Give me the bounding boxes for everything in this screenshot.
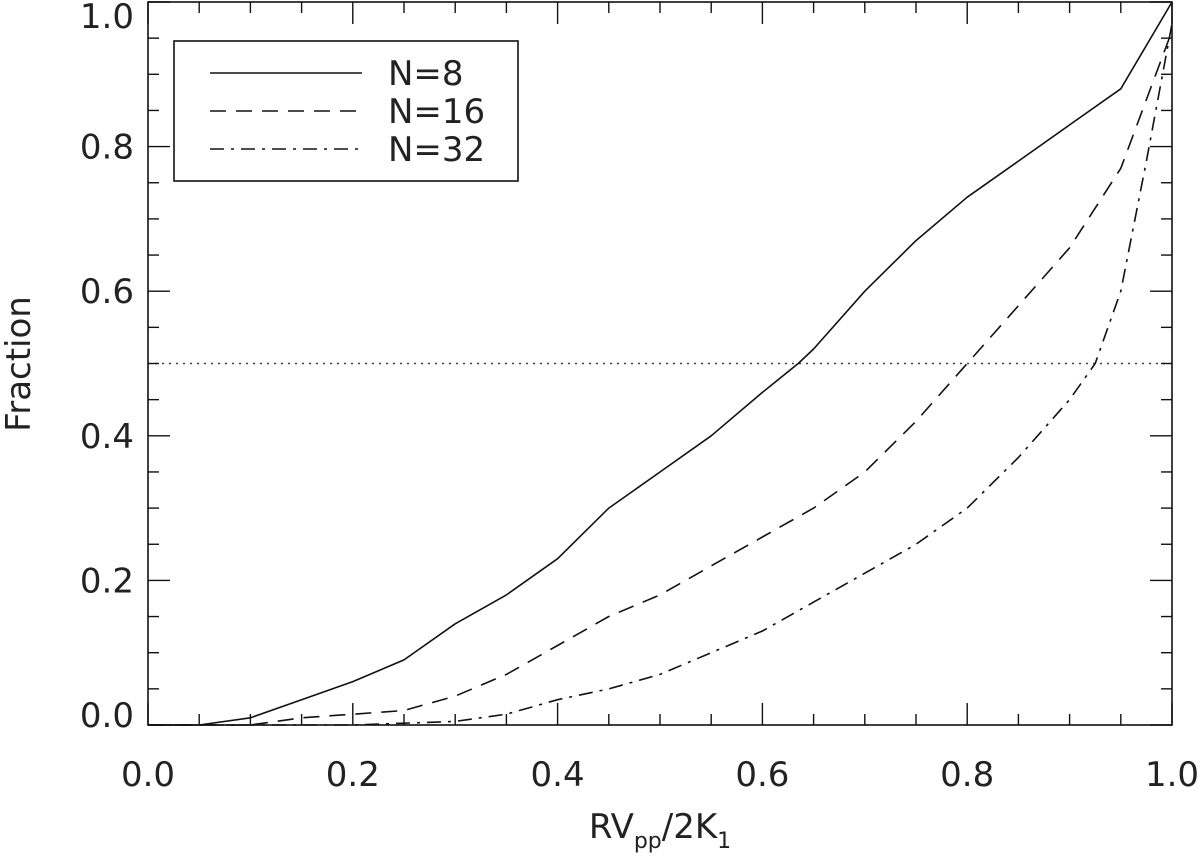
series-line-3 bbox=[148, 23, 1173, 726]
x-axis-title-sub: pp bbox=[634, 829, 662, 854]
axis-labels: Fraction RVpp/2K1 bbox=[0, 296, 731, 854]
x-axis-title-sub2: 1 bbox=[717, 829, 731, 854]
x-tick-label: 0.4 bbox=[531, 755, 585, 795]
x-axis-title: RVpp/2K1 bbox=[589, 807, 731, 854]
x-tick-label: 0.2 bbox=[326, 755, 380, 795]
legend: N=8N=16N=32 bbox=[173, 40, 519, 182]
axes: 0.0 0.2 0.4 0.6 0.8 1.0 0.0 0.2 0.4 0.6 0.8 1.0 bbox=[80, 0, 1199, 795]
x-axis-title-mid: /2K bbox=[662, 807, 719, 847]
y-tick-label: 0.8 bbox=[80, 128, 134, 168]
y-tick-label: 0.6 bbox=[80, 272, 134, 312]
x-axis-title-base: RV bbox=[589, 807, 634, 847]
x-tick-label: 1.0 bbox=[1145, 755, 1199, 795]
y-tick-label: 1.0 bbox=[80, 0, 134, 37]
x-tick-label: 0.6 bbox=[735, 755, 789, 795]
y-tick-label: 0.4 bbox=[80, 417, 134, 457]
series-line-1 bbox=[148, 1, 1173, 726]
y-tick-label: 0.0 bbox=[80, 696, 134, 736]
series-line-2 bbox=[148, 30, 1173, 726]
legend-label-1: N=8 bbox=[388, 54, 464, 94]
plot-area bbox=[148, 1, 1173, 726]
y-tick-label: 0.2 bbox=[80, 561, 134, 601]
x-tick-label: 0.0 bbox=[121, 755, 175, 795]
x-tick-label: 0.8 bbox=[940, 755, 994, 795]
legend-label-2: N=16 bbox=[388, 92, 485, 132]
y-axis-title: Fraction bbox=[0, 296, 39, 432]
legend-label-3: N=32 bbox=[388, 130, 485, 170]
